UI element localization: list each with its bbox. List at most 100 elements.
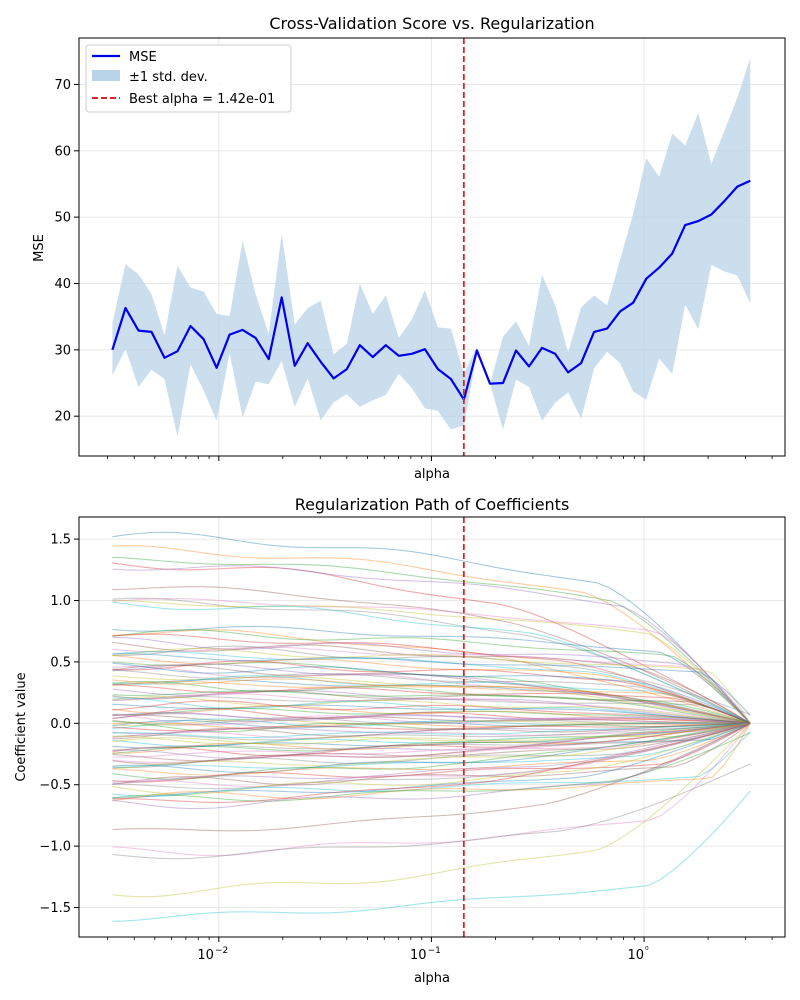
- cv-y-tick-label: 70: [54, 78, 71, 93]
- coefficient-path: [112, 697, 751, 724]
- coef-y-tick-label: 0.5: [50, 655, 71, 670]
- coefficient-path: [112, 655, 751, 724]
- cv-y-tick-label: 40: [54, 277, 71, 292]
- coefficient-path: [112, 722, 751, 783]
- coefficient-path: [112, 722, 751, 748]
- coefficient-path: [112, 717, 751, 726]
- coefficient-path: [112, 722, 751, 754]
- coef-y-tick-label: 1.0: [50, 594, 71, 609]
- coefficient-path: [112, 684, 751, 724]
- coefficient-path: [112, 722, 751, 739]
- coefficient-path: [112, 633, 751, 724]
- coefficient-path: [112, 669, 751, 724]
- coefficient-path: [112, 679, 751, 724]
- coef-data-layer: [112, 517, 751, 937]
- cv-y-tick-label: 30: [54, 343, 71, 358]
- cv-x-axis-label: alpha: [414, 467, 450, 482]
- coefficient-path: [112, 599, 751, 724]
- coefficient-path: [112, 722, 751, 786]
- coefficient-path: [112, 722, 751, 795]
- coefficient-path: [112, 712, 751, 724]
- coefficient-path: [112, 531, 751, 724]
- legend-best-alpha-label: Best alpha = 1.42e-01: [129, 92, 275, 107]
- coefficient-path: [112, 722, 751, 774]
- coefficient-path: [112, 722, 751, 765]
- coefficient-path: [112, 696, 751, 724]
- coef-x-tick-label: 10⁰: [628, 946, 650, 963]
- coefficient-path: [112, 722, 751, 788]
- coefficient-path: [112, 586, 751, 724]
- coefficient-path: [112, 597, 751, 724]
- coefficient-path: [112, 722, 751, 790]
- coefficient-path: [112, 718, 751, 726]
- coef-y-tick-label: 1.5: [50, 533, 71, 548]
- coefficient-path: [112, 722, 751, 769]
- coefficient-path-panel: 10−2 10−1 10⁰ 1.5 1.0 0.5 0.0 −0.5 −1.0 −1.5 Regu…: [14, 495, 786, 986]
- coefficient-path: [112, 565, 751, 724]
- coef-y-tick-label: 0.0: [50, 717, 71, 732]
- coefficient-path: [112, 722, 751, 776]
- coefficient-path: [112, 713, 751, 726]
- cv-legend: MSE ±1 std. dev. Best alpha = 1.42e-01: [85, 44, 292, 113]
- coefficient-path: [112, 705, 751, 724]
- coefficient-path: [112, 562, 751, 724]
- coefficient-path: [112, 693, 751, 724]
- coefficient-path: [112, 647, 751, 724]
- coefficient-path: [112, 625, 751, 724]
- coefficient-path: [112, 660, 751, 724]
- coefficient-path: [112, 675, 751, 724]
- coefficient-path: [112, 688, 751, 724]
- coefficient-path: [112, 722, 751, 751]
- coef-chart-title: Regularization Path of Coefficients: [295, 495, 570, 514]
- coefficient-path: [112, 719, 751, 729]
- coefficient-path: [112, 700, 751, 724]
- coefficient-path: [112, 646, 751, 724]
- coefficient-path: [112, 790, 751, 922]
- coefficient-path: [112, 722, 751, 898]
- coefficient-path: [112, 645, 751, 715]
- coefficient-path: [112, 597, 751, 724]
- coefficient-path: [112, 731, 751, 802]
- coefficient-path: [112, 661, 751, 724]
- coefficient-path: [112, 703, 751, 724]
- coefficient-path: [112, 662, 751, 724]
- cv-chart-title: Cross-Validation Score vs. Regularizatio…: [269, 14, 594, 33]
- coefficient-path: [112, 731, 751, 797]
- coefficient-path: [112, 718, 751, 729]
- coefficient-path: [112, 689, 751, 724]
- coefficient-path: [112, 722, 751, 799]
- coefficient-path: [112, 722, 751, 757]
- coefficient-path: [112, 629, 751, 724]
- coefficient-path: [112, 722, 751, 745]
- coefficient-path: [112, 722, 751, 784]
- coefficient-path: [112, 722, 751, 758]
- coefficient-path: [112, 681, 751, 724]
- mse-line: [111, 179, 751, 401]
- coef-y-tick-label: −1.0: [39, 840, 71, 855]
- coefficient-path: [112, 545, 751, 724]
- cv-y-axis-label: MSE: [32, 234, 47, 262]
- coefficient-path: [112, 722, 751, 739]
- coefficient-path: [112, 664, 751, 724]
- coefficient-path: [112, 707, 751, 724]
- coefficient-path: [112, 636, 751, 724]
- coef-y-tick-label: −0.5: [39, 778, 71, 793]
- coefficient-path: [112, 722, 751, 857]
- coefficient-path: [112, 707, 751, 724]
- coefficient-path: [112, 722, 751, 832]
- coefficient-path: [112, 722, 751, 810]
- coefficient-path: [112, 722, 751, 732]
- coefficient-path: [112, 629, 751, 724]
- coefficient-path: [112, 722, 751, 759]
- coefficient-path: [112, 601, 751, 724]
- coefficient-path: [112, 722, 751, 770]
- coefficient-path: [112, 722, 751, 729]
- cv-y-tick-label: 60: [54, 144, 71, 159]
- coefficient-path: [112, 695, 751, 724]
- coefficient-path: [112, 722, 751, 762]
- coef-x-axis-label: alpha: [414, 971, 450, 986]
- coefficient-path: [112, 690, 751, 724]
- coefficient-path: [112, 722, 751, 764]
- coef-x-tick-label: 10−1: [410, 946, 441, 963]
- legend-mse-label: MSE: [129, 50, 157, 65]
